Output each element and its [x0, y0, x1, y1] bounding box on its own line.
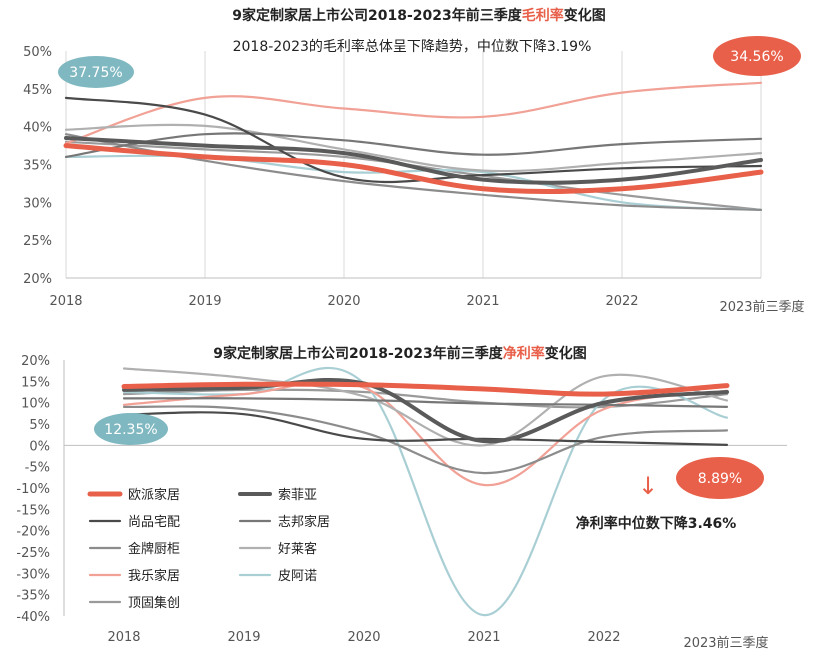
legend-label-piano: 皮阿诺	[278, 569, 317, 584]
chart1-xtick: 2021	[466, 294, 499, 309]
chart1-xtick: 2020	[327, 294, 360, 309]
down-arrow-icon: ↓	[638, 472, 658, 500]
chart2-callout-end-text: 8.89%	[698, 471, 742, 487]
chart1-ytick: 30%	[23, 196, 52, 211]
chart2-ytick: -5%	[25, 461, 50, 476]
chart1-callout-end-text: 34.56%	[730, 49, 783, 65]
legend-label-suofeiya: 索菲亚	[278, 488, 317, 503]
chart1-series-zhibang	[64, 132, 763, 158]
chart1-xtick: 2023前三季度	[719, 299, 804, 315]
chart2-ytick: 15%	[21, 375, 50, 390]
chart1-ytick: 35%	[23, 159, 52, 174]
chart1-ytick: 25%	[23, 234, 52, 249]
chart1-ytick: 45%	[23, 83, 52, 98]
chart2-ytick: -15%	[16, 503, 50, 518]
chart2-grid	[63, 360, 787, 616]
chart2-callout-start-text: 12.35%	[104, 422, 157, 438]
chart2-series-zhibang	[122, 397, 729, 408]
chart2-ytick: 10%	[21, 397, 50, 412]
legend-label-wole: 我乐家居	[128, 568, 180, 584]
chart2-callout-start-bubble	[94, 413, 168, 445]
chart1-ytick: 40%	[23, 121, 52, 136]
chart1-subtitle: 2018-2023的毛利率总体呈下降趋势，中位数下降3.19%	[233, 38, 592, 55]
chart2-median-note: 净利率中位数下降3.46%	[576, 515, 737, 532]
chart1-callout-end-bubble	[713, 36, 801, 76]
legend-label-dinggu: 顶固集创	[128, 595, 180, 611]
chart1-series-shangpin	[64, 96, 763, 184]
chart1-series-haolaike	[64, 123, 763, 173]
chart2-title-main: 9家定制家居上市公司2018-2023年前三季度	[213, 345, 503, 362]
chart1-title-highlight: 毛利率	[522, 7, 564, 24]
chart2-series-jinpai	[122, 405, 729, 475]
chart1-ticks: 50% 45% 40% 35% 30% 25% 20% 2018 2019 2020 2021 202…	[23, 45, 804, 315]
chart2-ytick: 20%	[21, 354, 50, 369]
chart1-series	[63, 81, 764, 211]
chart2-xtick: 2023前三季度	[683, 635, 768, 651]
chart1-grid	[65, 51, 762, 279]
chart2-title: 9家定制家居上市公司2018-2023年前三季度净利率变化图	[213, 345, 586, 362]
legend-label-zhibang: 志邦家居	[278, 514, 330, 530]
chart2-ytick: -25%	[16, 546, 50, 561]
chart2-xtick: 2022	[587, 630, 620, 645]
chart2-xtick: 2019	[227, 630, 260, 645]
chart2-ytick: -20%	[16, 525, 50, 540]
net-margin-chart: 9家定制家居上市公司2018-2023年前三季度净利率变化图 20% 15% 10%…	[16, 345, 787, 651]
legend-label-ouopai: 欧派家居	[128, 487, 180, 503]
chart2-ytick: -10%	[16, 482, 50, 497]
chart2-callout-end-bubble	[676, 457, 764, 499]
chart2-ytick: 5%	[29, 418, 50, 433]
chart2-series-ouopai	[121, 381, 730, 397]
legend-label-shangpin: 尚品宅配	[128, 515, 180, 530]
chart1-series-ouopai	[63, 143, 764, 194]
legend-label-haolaike: 好莱客	[278, 541, 317, 557]
chart2-callout-end: 8.89%	[676, 457, 764, 499]
chart2-ytick: 0%	[29, 439, 50, 454]
chart1-series-wole	[64, 81, 763, 145]
chart2-ytick: -35%	[16, 589, 50, 604]
chart1-callout-start-text: 37.75%	[69, 65, 122, 81]
chart1-title: 9家定制家居上市公司2018-2023年前三季度毛利率变化图	[232, 7, 605, 24]
chart1-ytick: 20%	[23, 272, 52, 287]
chart1-callout-start-bubble	[58, 56, 134, 88]
chart2-series	[121, 366, 730, 617]
chart2-title-suffix: 变化图	[545, 345, 587, 362]
chart1-xtick: 2018	[49, 294, 82, 309]
chart2-ytick: -40%	[16, 610, 50, 625]
chart2-xtick: 2020	[347, 630, 380, 645]
chart2-series-suofeiya	[122, 377, 729, 444]
chart2-xtick: 2021	[467, 630, 500, 645]
chart1-xtick: 2019	[188, 294, 221, 309]
chart2-series-shangpin	[122, 411, 729, 446]
chart1-series-piano	[64, 154, 763, 211]
chart2-ticks: 20% 15% 10% 5% 0% -5% -10% -15% -20% -25% -30% -35%…	[16, 354, 768, 651]
chart1-xtick: 2022	[605, 294, 638, 309]
chart2-ytick: -30%	[16, 567, 50, 582]
chart2-series-haolaike	[122, 367, 729, 447]
chart1-ytick: 50%	[23, 45, 52, 60]
chart1-callout-end: 34.56%	[713, 36, 801, 76]
chart1-callout-start: 37.75%	[58, 56, 134, 88]
chart1-series-suofeiya	[64, 136, 763, 185]
chart1-title-main: 9家定制家居上市公司2018-2023年前三季度	[232, 7, 522, 24]
chart2-callout-start: 12.35%	[94, 413, 168, 445]
chart2-xtick: 2018	[107, 630, 140, 645]
legend-label-jinpai: 金牌厨柜	[128, 541, 180, 557]
chart2-title-highlight: 净利率	[503, 345, 545, 362]
chart1-title-suffix: 变化图	[564, 7, 606, 24]
gross-margin-chart: 9家定制家居上市公司2018-2023年前三季度毛利率变化图 2018-2023…	[23, 7, 804, 315]
